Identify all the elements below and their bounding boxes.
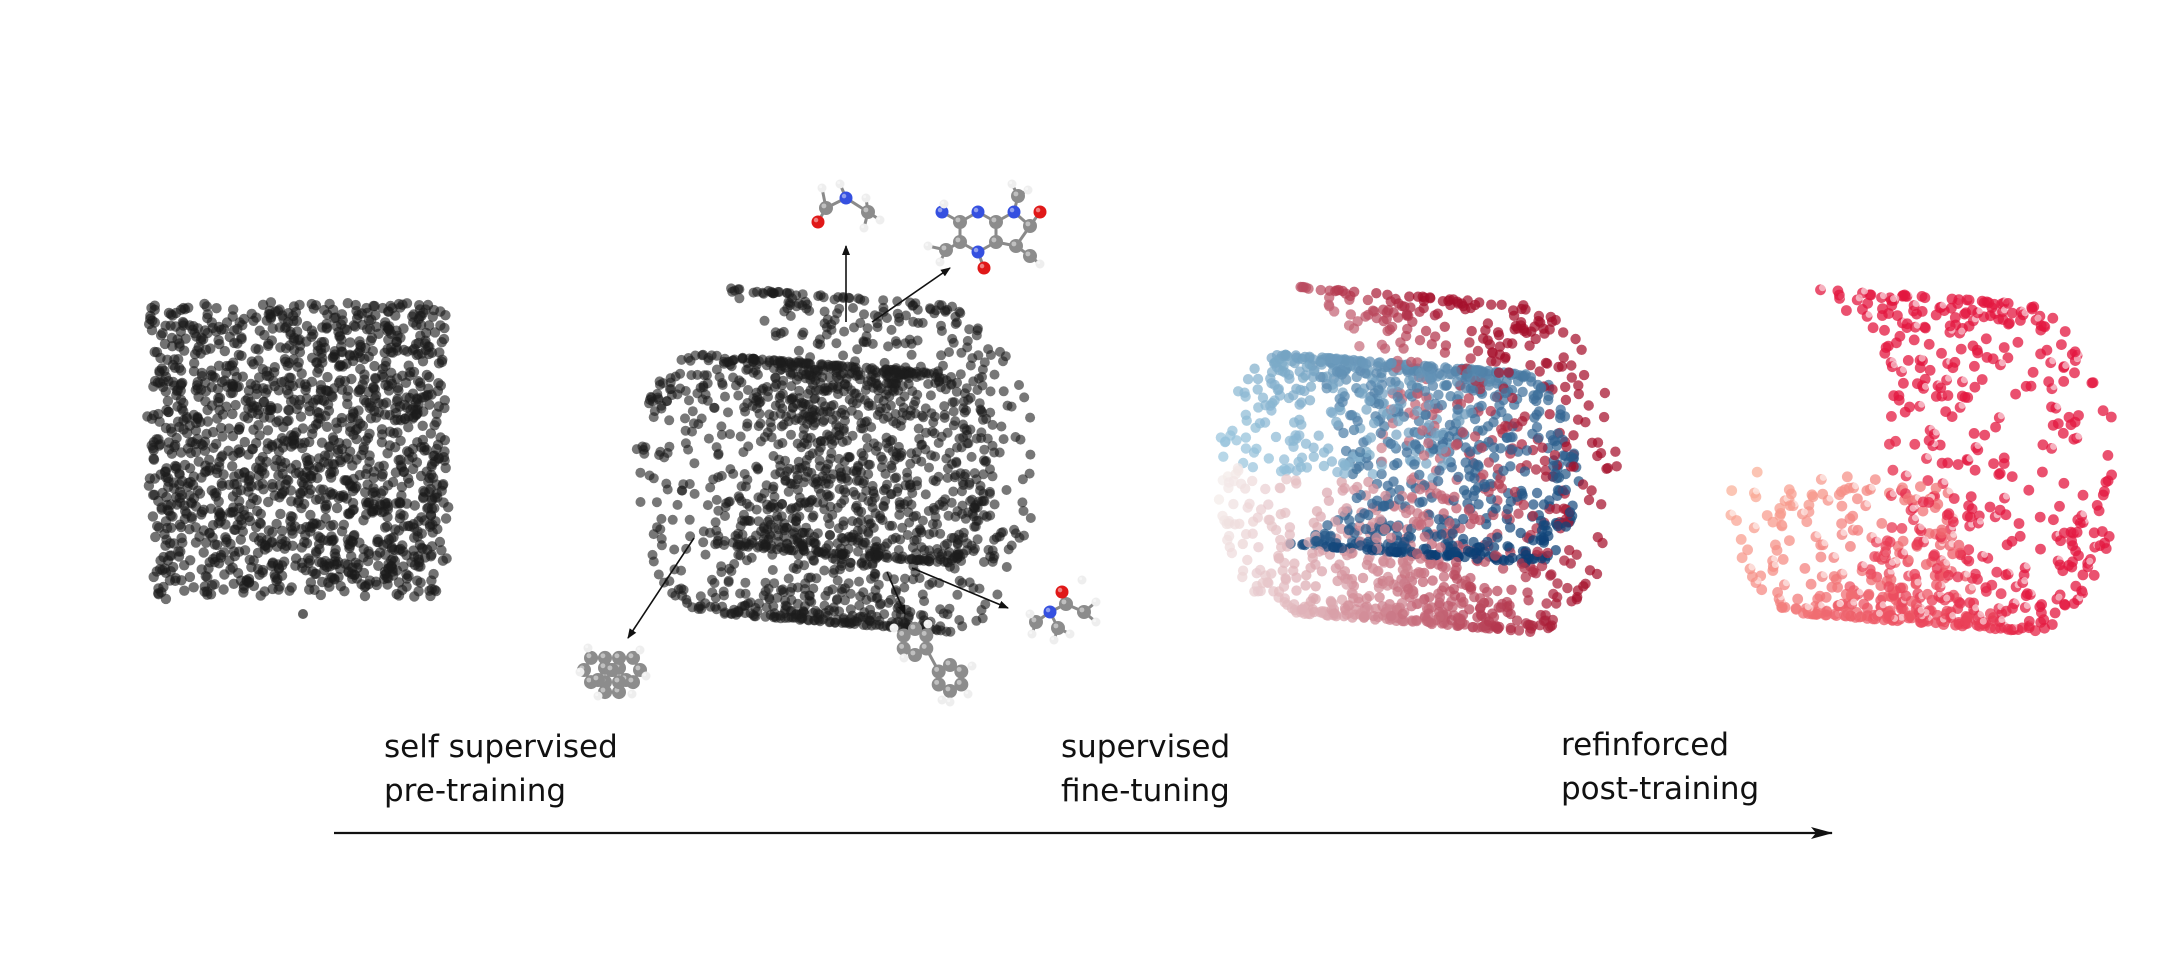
caffeine-molecule — [923, 179, 1047, 275]
stage-label-pretraining: self supervised pre-training — [384, 729, 628, 809]
biphenyl-molecule — [889, 619, 977, 707]
swiss-roll-point-cloud — [631, 283, 1036, 637]
molecule-pointer-arrows — [627, 245, 1009, 639]
stage-label-finetuning-line1: supervised — [1061, 729, 1230, 765]
square-point-cloud — [142, 297, 454, 619]
stage-label-posttraining: refinforced post-training — [1561, 727, 1759, 807]
colored-swiss-roll-point-cloud — [1213, 281, 1622, 637]
stage-label-posttraining-line2: post-training — [1561, 771, 1759, 807]
arrow-to-polycyclic — [627, 537, 695, 639]
polycyclic-aromatic-molecule — [575, 643, 651, 701]
stage-label-pretraining-line1: self supervised — [384, 729, 618, 765]
dimethylacetamide-molecule — [1025, 575, 1101, 645]
stage-label-posttraining-line1: refinforced — [1561, 727, 1729, 763]
arrow-to-caffeine — [871, 267, 951, 323]
n-methylformamide-molecule — [811, 179, 885, 233]
red-sheet-point-cloud — [1725, 284, 2118, 637]
stage-label-pretraining-line2: pre-training — [384, 773, 566, 809]
stage-label-finetuning-line2: fine-tuning — [1061, 773, 1230, 809]
stage-label-finetuning: supervised fine-tuning — [1061, 729, 1240, 809]
arrow-to-biphenyl — [886, 571, 906, 615]
arrow-to-dimethylacetamide — [911, 567, 1009, 609]
